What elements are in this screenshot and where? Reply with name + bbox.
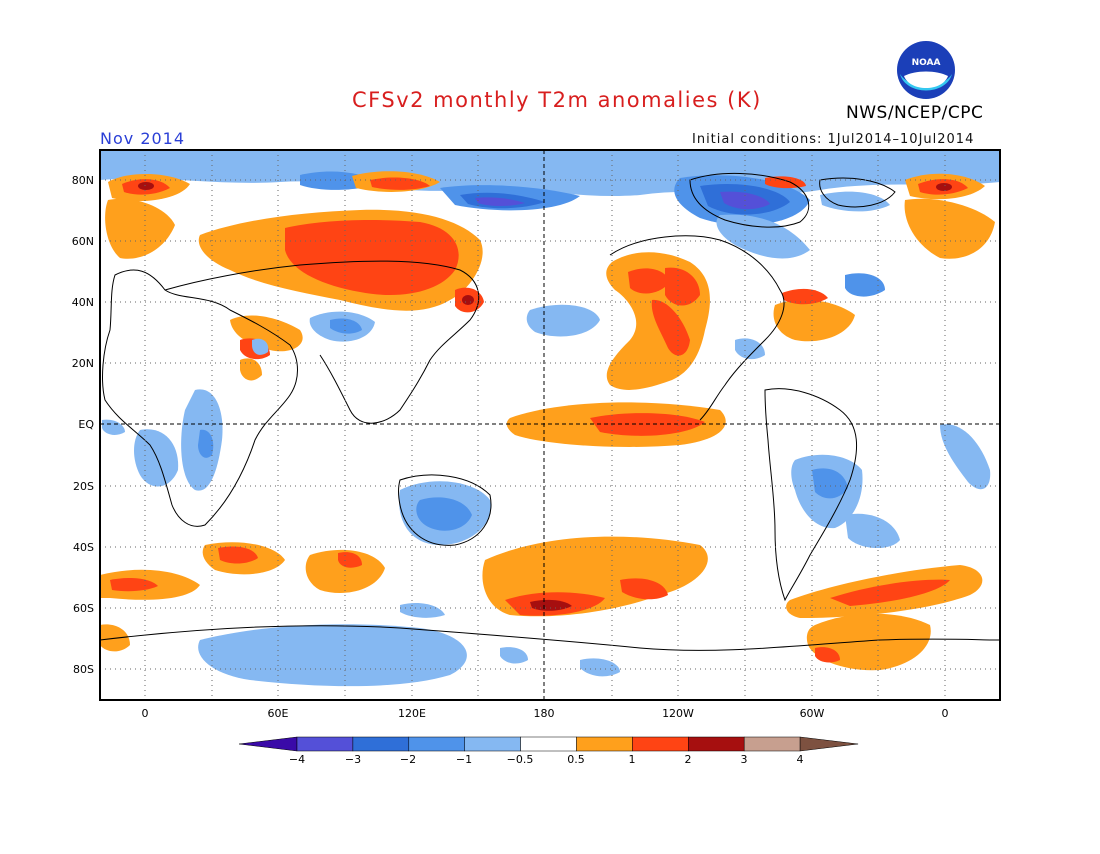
colorbar-label: 4 [797,753,804,766]
colorbar-swatch [408,736,465,752]
noaa-logo-wave [900,74,952,91]
colorbar-arrow-low [238,736,298,752]
lat-label: 60S [73,602,94,615]
lon-label: 60W [800,707,825,720]
lat-label: 80N [72,174,94,187]
colorbar-label: 1 [629,753,636,766]
warm-anomaly-southern-ocean [100,536,983,671]
lat-label: EQ [78,418,94,431]
colorbar: −4 −3 −2 −1 −0.5 0.5 1 2 3 4 [238,736,859,766]
lat-label: 40S [73,541,94,554]
colorbar-label: −2 [400,753,416,766]
lat-label: 20S [73,480,94,493]
colorbar-swatch [520,736,577,752]
organization-label: NWS/NCEP/CPC [846,103,984,123]
colorbar-swatch [743,736,801,752]
colorbar-swatch [688,736,745,752]
colorbar-label: −4 [289,753,305,766]
valid-month: Nov 2014 [100,129,186,148]
colorbar-label: 2 [685,753,692,766]
colorbar-swatches [238,736,859,752]
chart-title: CFSv2 monthly T2m anomalies (K) [352,88,762,112]
map-frame [99,149,1001,701]
colorbar-arrow-high [799,736,859,752]
cold-anomaly-tibet [309,311,375,342]
cold-anomaly-antarctic [198,603,620,687]
lon-label: 120E [398,707,426,720]
lon-axis: 0 60E 120E 180 120W 60W 0 [142,707,949,720]
noaa-logo-text: NOAA [912,58,941,68]
colorbar-swatch [576,736,633,752]
cold-anomaly-australia [399,304,600,545]
lat-axis: 80N 60N 40N 20N EQ 20S 40S 60S 80S [72,174,95,676]
lat-label: 20N [72,357,94,370]
lat-label: 80S [73,663,94,676]
lat-lon-grid [100,150,1000,700]
initial-conditions: Initial conditions: 1Jul2014–10Jul2014 [692,132,975,147]
lat-label: 40N [72,296,94,309]
lon-label: 0 [142,707,149,720]
noaa-logo-bird [904,71,948,88]
colorbar-label: −3 [345,753,361,766]
coastlines [100,172,1000,651]
colorbar-label: −1 [456,753,472,766]
lon-label: 180 [534,707,555,720]
lon-label: 60E [268,707,289,720]
colorbar-swatch [632,736,689,752]
colorbar-swatch [296,736,354,752]
colorbar-labels: −4 −3 −2 −1 −0.5 0.5 1 2 3 4 [289,753,804,766]
colorbar-label: 3 [741,753,748,766]
lon-label: 0 [942,707,949,720]
lon-label: 120W [662,707,694,720]
noaa-logo: NOAA [896,40,956,100]
colorbar-label: −0.5 [507,753,534,766]
colorbar-label: 0.5 [567,753,585,766]
warm-anomaly-pacific [506,252,726,447]
anomaly-americas [735,288,991,549]
colorbar-swatch [352,736,410,752]
map-panel [100,150,1000,700]
lat-label: 60N [72,235,94,248]
colorbar-swatch [464,736,521,752]
